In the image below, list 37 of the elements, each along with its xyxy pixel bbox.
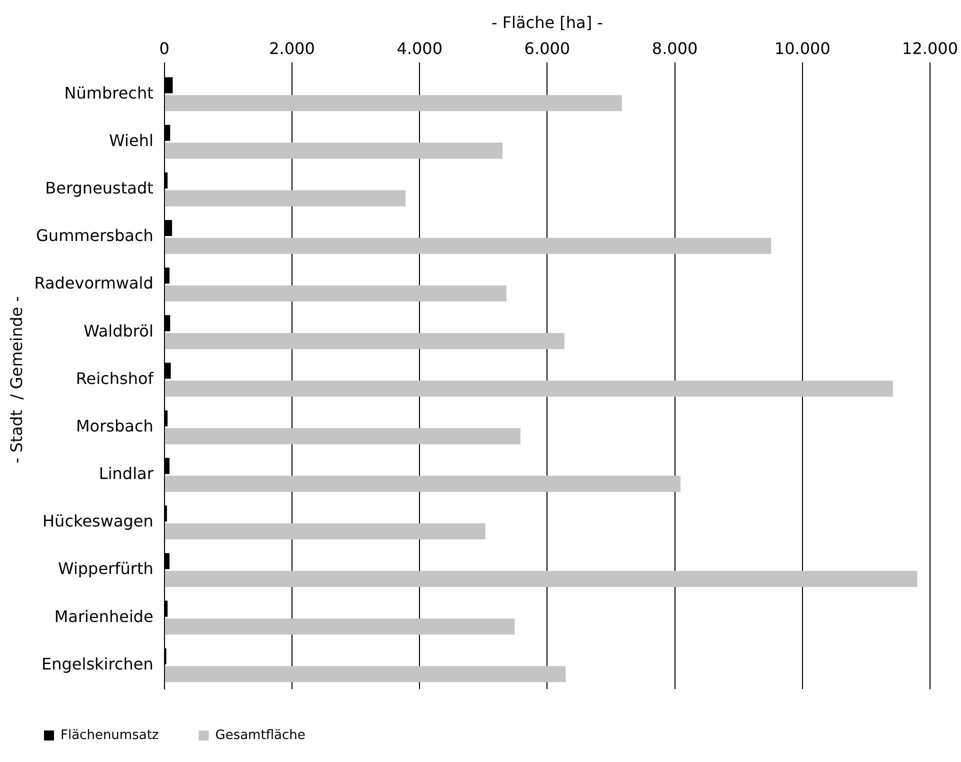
y-tick-label: Waldbröl (84, 321, 154, 340)
x-tick-label: 8.000 (652, 38, 698, 58)
y-tick-label: Nümbrecht (64, 83, 154, 102)
bar (164, 618, 515, 635)
x-tick-label: 0 (159, 38, 170, 58)
bar (164, 570, 918, 587)
x-tick-label: 12.000 (902, 38, 958, 58)
bar (164, 380, 894, 397)
bar (164, 666, 566, 682)
bar (164, 238, 772, 254)
y-tick-label: Wiehl (109, 130, 154, 150)
y-tick-label: Hückeswagen (42, 512, 154, 531)
bar (164, 428, 520, 444)
bar (164, 523, 486, 540)
y-tick-label: Bergneustadt (45, 178, 154, 198)
y-tick-label: Gummersbach (36, 226, 154, 246)
x-tick-label: 2.000 (269, 38, 315, 58)
y-axis-title: - Stadt / Gemeinde - (6, 296, 26, 464)
bar (164, 142, 503, 159)
x-tick-label: 4.000 (396, 38, 443, 58)
bar (164, 95, 622, 112)
y-tick-label: Marienheide (54, 606, 154, 626)
y-tick-label: Wipperfürth (58, 559, 154, 578)
y-tick-label: Morsbach (76, 416, 154, 436)
legend-label: Gesamtfläche (215, 728, 306, 743)
x-tick-label: 10.000 (774, 38, 830, 58)
y-tick-label: Reichshof (76, 368, 154, 388)
y-tick-label: Engelskirchen (42, 654, 154, 674)
bar (164, 190, 406, 206)
y-tick-label: Radevormwald (34, 274, 154, 293)
bar (164, 476, 681, 492)
bar (164, 285, 506, 302)
bar (164, 333, 564, 350)
x-tick-label: 6.000 (524, 38, 570, 58)
x-axis-title: - Fläche [ha] - (491, 12, 603, 32)
y-tick-label: Lindlar (98, 464, 154, 484)
legend-label: Flächenumsatz (60, 728, 159, 743)
